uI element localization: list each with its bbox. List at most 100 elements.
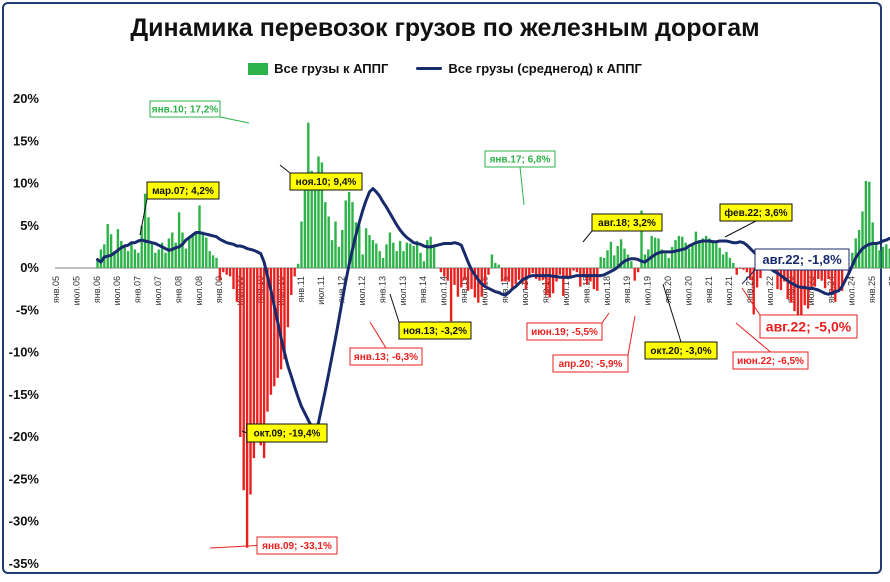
bar bbox=[177, 212, 181, 268]
bar bbox=[266, 268, 269, 412]
bar bbox=[262, 268, 266, 459]
x-tick-label: янв.16 bbox=[500, 276, 510, 303]
x-tick-label: июл.15 bbox=[479, 276, 489, 305]
bar bbox=[150, 242, 154, 268]
bar bbox=[810, 268, 813, 290]
bar bbox=[511, 268, 514, 290]
bar bbox=[398, 240, 402, 268]
callout-label: апр.20; -5,9% bbox=[559, 359, 623, 370]
bar bbox=[307, 122, 310, 268]
x-tick-label: июл.18 bbox=[602, 276, 612, 305]
bar bbox=[303, 183, 307, 268]
bar bbox=[341, 229, 344, 268]
callout-leader bbox=[662, 283, 682, 343]
bar bbox=[783, 268, 786, 282]
bar bbox=[667, 257, 670, 268]
bar bbox=[817, 268, 820, 279]
bar bbox=[432, 246, 436, 268]
callout-label: окт.09; -19,4% bbox=[254, 429, 321, 440]
bar bbox=[300, 221, 303, 268]
bar bbox=[633, 268, 636, 281]
bar bbox=[194, 231, 198, 268]
bar bbox=[698, 240, 701, 268]
bar bbox=[109, 234, 113, 268]
bar bbox=[721, 254, 725, 268]
callout-box bbox=[526, 322, 603, 341]
bar bbox=[691, 245, 694, 268]
bar bbox=[252, 268, 256, 459]
bar bbox=[347, 191, 351, 268]
x-tick-label: июл.23 bbox=[806, 276, 816, 305]
bar bbox=[378, 251, 381, 268]
bar bbox=[820, 268, 823, 281]
bar bbox=[711, 240, 715, 268]
bar bbox=[745, 268, 749, 273]
bar bbox=[256, 268, 259, 429]
bar bbox=[738, 268, 742, 269]
bar bbox=[368, 235, 371, 268]
bar bbox=[412, 246, 415, 268]
callout-leader bbox=[741, 269, 756, 285]
callout-leader bbox=[627, 315, 636, 356]
bar bbox=[198, 205, 201, 268]
bar bbox=[704, 235, 708, 268]
bar bbox=[395, 251, 398, 268]
y-tick-label: -25% bbox=[9, 471, 40, 486]
x-tick-label: июл.16 bbox=[520, 276, 530, 305]
callout-label: авг.22; -5,0% bbox=[766, 319, 852, 335]
bar bbox=[296, 263, 300, 268]
bar bbox=[602, 257, 606, 268]
x-tick-label: янв.20 bbox=[663, 276, 673, 303]
y-tick-label: -35% bbox=[9, 556, 40, 571]
bar bbox=[337, 246, 341, 268]
callout-label: фев.22; 3,6% bbox=[724, 207, 787, 219]
y-tick-label: -30% bbox=[9, 514, 40, 529]
legend-label-bars: Все грузы к АППГ bbox=[274, 61, 389, 76]
callout-box bbox=[484, 150, 556, 168]
bar bbox=[854, 238, 857, 268]
bar bbox=[881, 246, 885, 268]
callout-leader bbox=[519, 166, 525, 206]
x-tick-label: янв.08 bbox=[173, 276, 183, 303]
bar bbox=[596, 268, 599, 291]
bar bbox=[742, 268, 745, 270]
bar bbox=[371, 240, 375, 268]
bar bbox=[749, 268, 752, 280]
bar bbox=[623, 248, 626, 268]
bar bbox=[456, 268, 460, 297]
bar bbox=[218, 268, 222, 281]
callout-box bbox=[732, 351, 809, 370]
bar bbox=[487, 268, 490, 275]
chart-frame bbox=[2, 2, 882, 574]
legend-swatch-bars bbox=[248, 62, 269, 75]
callout-label: авг.22; -1,8% bbox=[762, 252, 842, 267]
bar bbox=[215, 257, 218, 268]
bar bbox=[500, 268, 504, 282]
bar bbox=[687, 248, 691, 268]
bar bbox=[497, 264, 500, 268]
bar bbox=[786, 268, 789, 300]
bar bbox=[106, 224, 109, 268]
x-tick-label: июл.12 bbox=[357, 276, 367, 305]
x-tick-label: июл.24 bbox=[847, 276, 857, 305]
bar bbox=[330, 240, 334, 268]
x-tick-label: янв.11 bbox=[296, 276, 306, 302]
bar bbox=[463, 268, 466, 280]
x-tick-label: янв.15 bbox=[459, 276, 469, 303]
chart-legend: Все грузы к АППГ Все грузы (среднегод) к… bbox=[0, 61, 890, 76]
bar bbox=[460, 268, 463, 288]
bar bbox=[517, 268, 521, 280]
bar bbox=[184, 248, 188, 268]
bar bbox=[381, 257, 385, 268]
bar bbox=[239, 268, 242, 437]
bar bbox=[324, 202, 327, 268]
bar bbox=[572, 268, 575, 271]
y-tick-label: -10% bbox=[9, 345, 40, 360]
callout-box bbox=[552, 354, 629, 373]
bar bbox=[837, 268, 840, 291]
bar bbox=[755, 268, 759, 288]
y-tick-label: 0% bbox=[20, 260, 39, 275]
bar bbox=[548, 268, 551, 298]
bar bbox=[582, 268, 585, 277]
bar bbox=[160, 242, 164, 268]
